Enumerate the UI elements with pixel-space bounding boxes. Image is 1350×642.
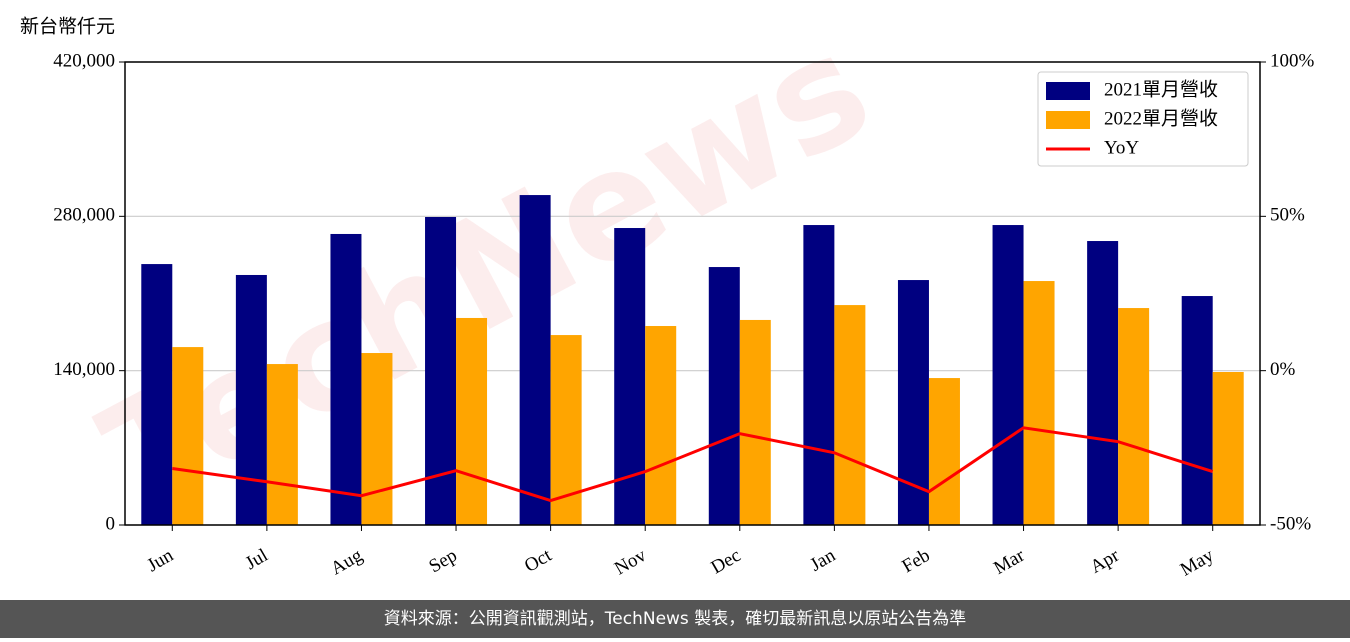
bar: [266, 364, 298, 525]
legend-label: 2022單月營收: [1104, 107, 1218, 129]
bar: [1087, 241, 1119, 525]
legend-box: [1037, 71, 1249, 167]
x-tick-label: Aug: [327, 545, 366, 580]
bar: [708, 267, 740, 525]
x-tick-label: Oct: [521, 545, 556, 577]
legend-swatch: [1046, 82, 1090, 100]
bar: [519, 195, 551, 526]
x-tick-label: Jun: [144, 545, 178, 577]
bar: [235, 274, 267, 525]
legend-label: 2021單月營收: [1104, 78, 1218, 100]
bar: [456, 317, 488, 525]
bar: [1118, 308, 1150, 525]
line: [172, 426, 1214, 503]
x-tick-label: Mar: [990, 545, 1028, 579]
y-tick-label: 140,000: [53, 359, 115, 380]
bar: [141, 264, 173, 525]
footer: 資料來源：公開資訊觀測站，TechNews 製表，確切最新訊息以原站公告為準: [384, 609, 966, 629]
x-tick-label: Jul: [242, 545, 272, 574]
y-tick-label: 280,000: [53, 205, 115, 226]
bar: [1023, 281, 1055, 525]
bar: [1212, 371, 1244, 525]
y2-tick-label: 50%: [1270, 205, 1305, 226]
bar: [645, 326, 677, 525]
x-tick-label: May: [1177, 545, 1218, 581]
y2-tick-label: 100%: [1270, 50, 1315, 71]
bar: [330, 233, 362, 525]
bar: [928, 378, 960, 525]
bar: [803, 225, 835, 525]
x-tick-label: Dec: [707, 545, 744, 578]
y2-tick-label: 0%: [1270, 359, 1296, 380]
y-axis-label: 新台幣仟元: [20, 16, 115, 38]
y-tick-label: 420,000: [53, 50, 115, 71]
footer-bar: [0, 600, 1350, 638]
x-tick-label: Apr: [1087, 545, 1124, 578]
y2-tick-label: -50%: [1270, 513, 1311, 534]
bar: [1181, 296, 1213, 525]
y-tick-label: 0: [106, 513, 116, 534]
bar: [172, 347, 204, 525]
bar: [739, 319, 771, 525]
x-tick-label: Feb: [898, 545, 933, 577]
x-tick-label: Jan: [807, 545, 840, 576]
bar: [834, 305, 866, 525]
legend-label: YoY: [1104, 137, 1139, 158]
bar: [361, 353, 393, 525]
x-tick-label: Nov: [611, 545, 650, 580]
plot-frame: [124, 61, 1261, 526]
legend-swatch: [1046, 111, 1090, 129]
bar: [992, 225, 1024, 525]
x-tick-label: Sep: [426, 545, 461, 577]
